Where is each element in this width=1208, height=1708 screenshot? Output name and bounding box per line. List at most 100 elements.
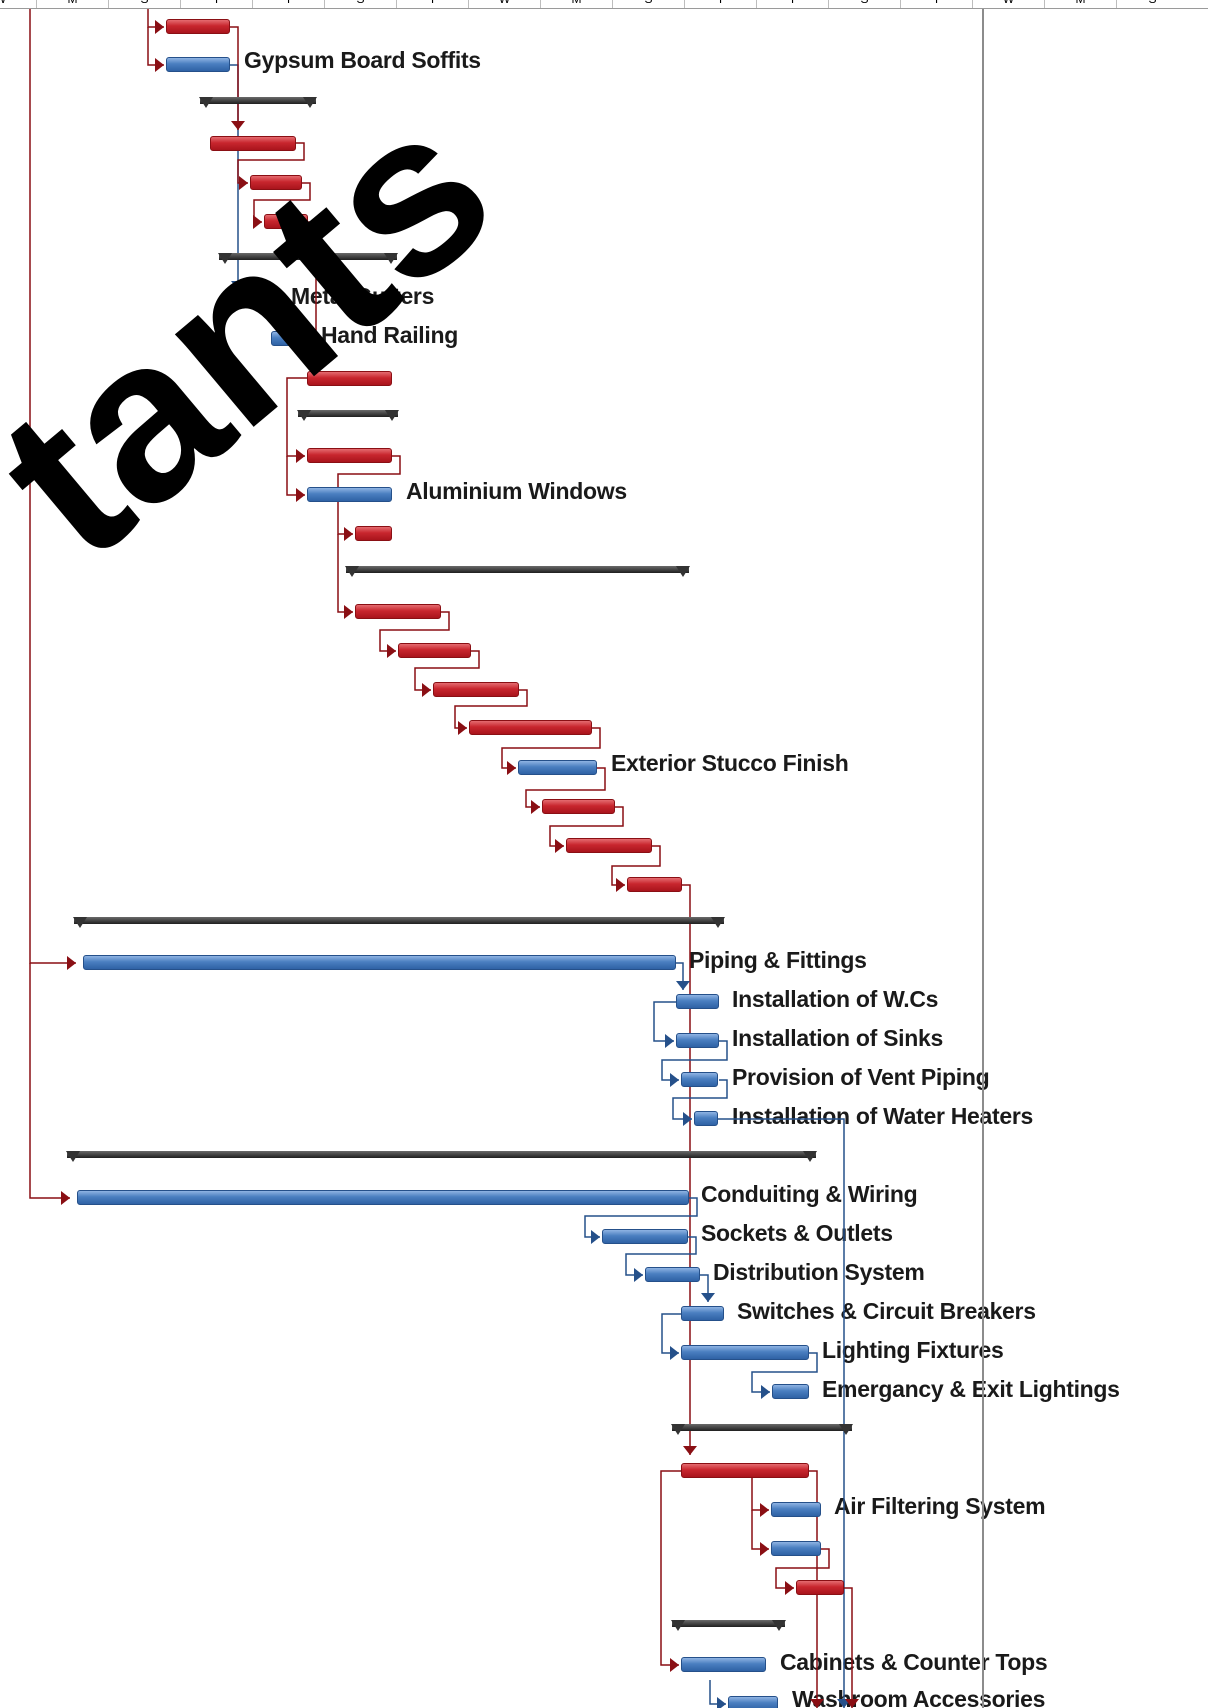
dependency-arrowhead <box>155 20 164 34</box>
task-label-hand-railing: Hand Railing <box>321 322 458 348</box>
task-bar[interactable] <box>681 1657 766 1672</box>
summary-bar[interactable] <box>345 566 690 577</box>
summary-bar[interactable] <box>671 1424 853 1435</box>
task-bar[interactable] <box>771 1541 821 1556</box>
task-bar[interactable] <box>681 1306 724 1321</box>
timescale-tick-label: W <box>973 0 1044 5</box>
timescale-tick-label: S <box>613 0 684 5</box>
task-bar[interactable] <box>77 1190 689 1205</box>
dependency-link <box>661 1040 728 1081</box>
task-bar[interactable] <box>676 1033 719 1048</box>
critical-task-bar[interactable] <box>355 526 392 541</box>
critical-task-bar[interactable] <box>264 214 308 229</box>
task-label-lighting-fixtures: Lighting Fixtures <box>822 1337 1004 1363</box>
dependency-arrowhead <box>810 1699 824 1708</box>
critical-task-bar[interactable] <box>796 1580 844 1595</box>
critical-task-bar[interactable] <box>355 604 441 619</box>
critical-task-bar[interactable] <box>307 371 392 386</box>
task-bar[interactable] <box>602 1229 688 1244</box>
summary-bar[interactable] <box>199 97 317 108</box>
task-label-air-filtering-system: Air Filtering System <box>834 1493 1046 1519</box>
dependency-arrowhead <box>277 317 291 326</box>
task-bar[interactable] <box>681 1345 809 1360</box>
critical-task-bar[interactable] <box>433 682 519 697</box>
dependency-link <box>751 1352 818 1393</box>
task-bar[interactable] <box>772 1384 809 1399</box>
summary-bar-end-cap <box>803 1151 817 1162</box>
dependency-arrowhead <box>344 527 353 541</box>
timescale-tick-label: T <box>901 0 972 5</box>
timescale-tick: M <box>540 0 612 8</box>
dependency-arrowhead <box>458 721 467 735</box>
dependency-link <box>414 650 480 691</box>
summary-bar-start-cap <box>671 1424 685 1435</box>
current-date-line <box>982 8 984 1708</box>
dependency-arrowhead <box>155 58 164 72</box>
dependency-arrowhead <box>591 1230 600 1244</box>
dependency-arrowhead <box>701 1293 715 1302</box>
dependency-arrowhead <box>670 1073 679 1087</box>
critical-task-bar[interactable] <box>469 720 592 735</box>
timescale-tick: T <box>180 0 252 8</box>
critical-task-bar[interactable] <box>166 19 230 34</box>
dependency-link <box>682 884 691 1455</box>
dependency-link <box>611 845 661 886</box>
summary-bar-end-cap <box>384 253 398 264</box>
timescale-tick: T <box>900 0 972 8</box>
dependency-arrowhead <box>507 761 516 775</box>
task-label-aluminium-windows: Aluminium Windows <box>406 478 627 504</box>
dependency-link <box>525 767 606 808</box>
task-label-installation-of-sinks: Installation of Sinks <box>732 1025 943 1051</box>
task-bar[interactable] <box>307 487 392 502</box>
dependency-arrowhead <box>683 1112 692 1126</box>
task-bar[interactable] <box>771 1502 821 1517</box>
task-bar[interactable] <box>681 1072 718 1087</box>
dependency-link <box>337 455 401 535</box>
summary-bar-end-cap <box>303 97 317 108</box>
dependency-link <box>379 611 450 652</box>
task-label-exterior-stucco-finish: Exterior Stucco Finish <box>611 750 849 776</box>
critical-task-bar[interactable] <box>210 136 296 151</box>
critical-task-bar[interactable] <box>307 448 392 463</box>
task-bar[interactable] <box>694 1111 718 1126</box>
dependency-arrowhead <box>231 281 245 290</box>
critical-task-bar[interactable] <box>250 175 302 190</box>
timescale-tick: W <box>0 0 36 8</box>
dependency-arrowhead <box>344 605 353 619</box>
dependency-arrowhead <box>665 1034 674 1048</box>
summary-bar[interactable] <box>218 253 398 264</box>
summary-bar[interactable] <box>297 410 399 421</box>
summary-bar[interactable] <box>66 1151 817 1162</box>
summary-bar[interactable] <box>73 917 725 928</box>
summary-bar-start-cap <box>345 566 359 577</box>
dependency-arrowhead <box>761 1385 770 1399</box>
timescale-tick: T <box>756 0 828 8</box>
summary-bar-start-cap <box>199 97 213 108</box>
summary-bar-start-cap <box>297 410 311 421</box>
dependency-arrowhead <box>760 1542 769 1556</box>
summary-bar-end-cap <box>839 1424 853 1435</box>
critical-task-bar[interactable] <box>542 799 615 814</box>
critical-task-bar[interactable] <box>566 838 652 853</box>
summary-bar[interactable] <box>671 1620 786 1631</box>
task-bar[interactable] <box>83 955 676 970</box>
timescale-tick: T <box>684 0 756 8</box>
task-bar[interactable] <box>228 292 278 307</box>
critical-task-bar[interactable] <box>627 877 682 892</box>
dependency-arrowhead <box>634 1268 643 1282</box>
summary-bar-start-cap <box>73 917 87 928</box>
task-bar[interactable] <box>676 994 719 1009</box>
task-bar[interactable] <box>645 1267 700 1282</box>
task-bar[interactable] <box>166 57 230 72</box>
task-bar[interactable] <box>518 760 597 775</box>
task-bar[interactable] <box>271 331 307 346</box>
timescale-tick-label: T <box>685 0 756 5</box>
timescale-tick-label: S <box>109 0 180 5</box>
task-bar[interactable] <box>728 1696 778 1708</box>
dependency-arrowhead <box>296 488 305 502</box>
critical-task-bar[interactable] <box>681 1463 809 1478</box>
summary-bar-end-cap <box>772 1620 786 1631</box>
critical-task-bar[interactable] <box>398 643 471 658</box>
